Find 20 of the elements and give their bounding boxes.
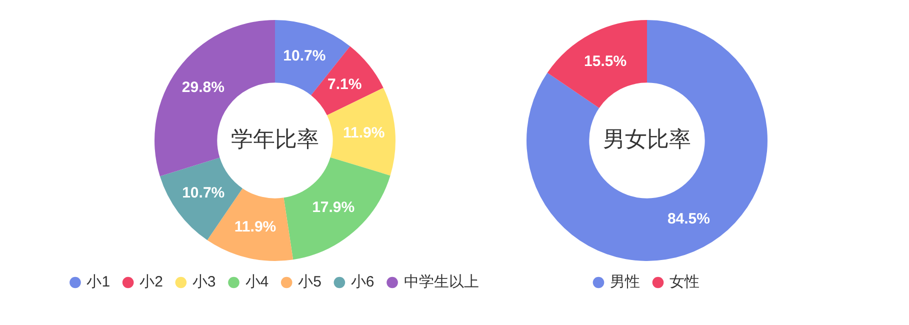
- data-label: 11.9%: [234, 218, 276, 236]
- data-label: 84.5%: [667, 210, 710, 228]
- text: 男女比率: [603, 126, 691, 152]
- legend-label: 小6: [350, 274, 374, 291]
- data-label: 10.7%: [283, 47, 326, 64]
- legend-label: 小1: [86, 274, 110, 291]
- legend-label: 小4: [245, 274, 269, 291]
- data-label: 11.9%: [343, 124, 385, 142]
- text: 学年比率: [231, 126, 319, 152]
- data-label: 10.7%: [182, 184, 225, 202]
- legend-label: 女性: [670, 274, 700, 291]
- legend-label: 小5: [298, 274, 322, 291]
- data-label: 15.5%: [584, 52, 627, 70]
- legend-label: 中学生以上: [404, 274, 479, 291]
- data-label: 29.8%: [182, 78, 224, 96]
- data-label: 7.1%: [327, 76, 362, 93]
- legend-label: 男性: [610, 274, 640, 291]
- data-label: 17.9%: [312, 199, 355, 216]
- legend-label: 小2: [140, 274, 163, 291]
- legend-label: 小3: [192, 274, 216, 291]
